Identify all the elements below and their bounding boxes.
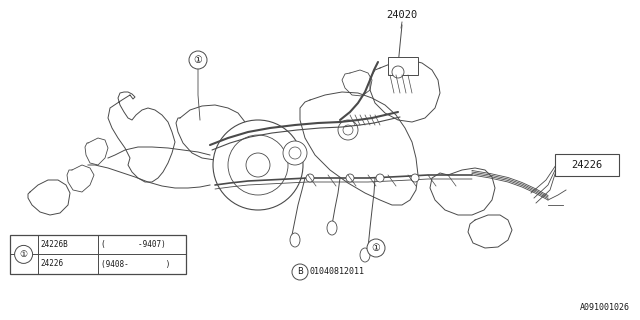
Text: ①: ①	[20, 250, 28, 259]
Bar	[388, 57, 418, 75]
Text: ①: ①	[194, 55, 202, 65]
Text: 24226: 24226	[40, 260, 64, 268]
Text: 24226: 24226	[572, 160, 603, 170]
Text: (       -9407): ( -9407)	[100, 240, 165, 249]
Circle shape	[343, 125, 353, 135]
Circle shape	[292, 264, 308, 280]
Bar	[10, 235, 186, 274]
Text: 24020: 24020	[387, 10, 418, 20]
Text: ①: ①	[372, 243, 380, 253]
Circle shape	[392, 66, 404, 78]
Text: A091001026: A091001026	[580, 303, 630, 312]
Circle shape	[228, 135, 288, 195]
Circle shape	[306, 174, 314, 182]
Ellipse shape	[360, 248, 370, 262]
Text: 01040812011: 01040812011	[310, 268, 365, 276]
Circle shape	[338, 120, 358, 140]
Circle shape	[289, 147, 301, 159]
Circle shape	[346, 174, 354, 182]
FancyBboxPatch shape	[555, 154, 619, 176]
Text: B: B	[297, 268, 303, 276]
Circle shape	[283, 141, 307, 165]
Circle shape	[189, 51, 207, 69]
Circle shape	[15, 245, 33, 263]
Text: 24226B: 24226B	[40, 240, 68, 249]
Ellipse shape	[290, 233, 300, 247]
Circle shape	[376, 174, 384, 182]
Text: (9408-        ): (9408- )	[100, 260, 170, 268]
Circle shape	[367, 239, 385, 257]
Circle shape	[246, 153, 270, 177]
Circle shape	[213, 120, 303, 210]
Ellipse shape	[327, 221, 337, 235]
Circle shape	[411, 174, 419, 182]
